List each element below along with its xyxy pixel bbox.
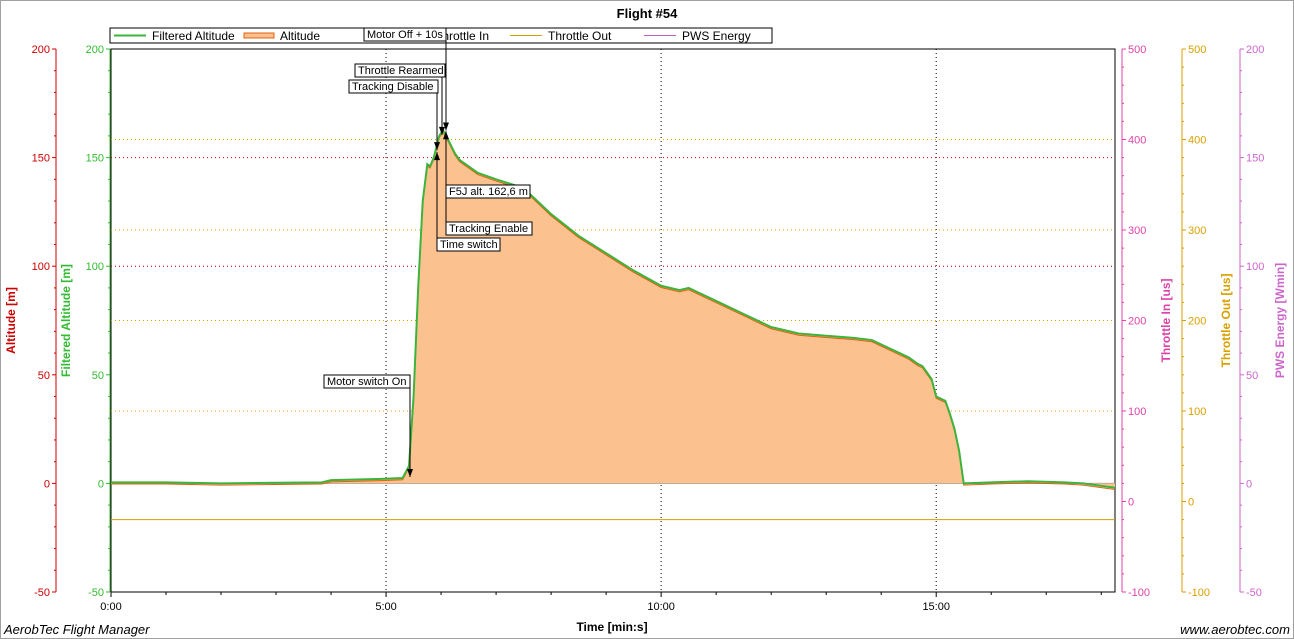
filtered_altitude-tick-label: 100 [86,261,104,273]
annotation-arrow [439,126,445,135]
throttle_in-tick-label: 100 [1128,406,1146,418]
altitude-tick-label: 0 [44,478,50,490]
annotation-label: Throttle Rearmed [358,65,444,77]
pws_energy-tick-label: 100 [1246,261,1264,273]
altitude-tick-label: 100 [32,261,50,273]
filtered_altitude-tick-label: 0 [98,478,104,490]
throttle_out-axis-label: Throttle Out [us] [1219,274,1233,368]
pws_energy-axis-label: PWS Energy [Wmin] [1273,263,1287,378]
throttle_in-tick-label: 400 [1128,135,1146,147]
annotation-arrow [443,122,449,131]
throttle_out-tick-label: 400 [1188,135,1206,147]
legend-swatch-altitude [243,32,275,39]
x-tick-label: 10:00 [647,601,675,613]
footer-app-name: AerobTec Flight Manager [4,622,150,637]
altitude-tick-label: 200 [32,44,50,56]
annotation-label: Time switch [440,239,498,251]
x-tick-label: 15:00 [922,601,950,613]
annotation-label: Tracking Enable [449,223,528,235]
altitude-area-fill [111,130,1115,488]
legend-label: Filtered Altitude [152,29,235,43]
annotation-arrow [434,152,440,161]
filtered_altitude-axis-label: Filtered Altitude [m] [59,264,73,377]
throttle_in-tick-label: 300 [1128,225,1146,237]
annotation-label: Tracking Disable [352,81,434,93]
throttle_out-tick-label: 100 [1188,406,1206,418]
throttle_in-tick-label: 200 [1128,316,1146,328]
altitude-tick-label: 150 [32,153,50,165]
x-axis-label: Time [min:s] [576,620,647,634]
filtered_altitude-tick-label: 200 [86,44,104,56]
throttle_out-tick-label: -100 [1188,587,1210,599]
throttle_in-tick-label: 500 [1128,44,1146,56]
altitude-axis-label: Altitude [m] [4,287,18,354]
altitude-tick-label: -50 [34,587,50,599]
pws_energy-tick-label: 200 [1246,44,1264,56]
filtered_altitude-tick-label: 50 [92,370,104,382]
pws_energy-tick-label: 50 [1246,370,1258,382]
annotation-arrow [443,131,449,140]
filtered_altitude-tick-label: 150 [86,153,104,165]
axes-layer: -50 0 50 100 150 200 Altitude [m] -50 0 50 100 150 2… [4,44,1287,613]
annotation-arrow [407,468,413,477]
throttle_out-tick-label: 300 [1188,225,1206,237]
throttle_in-tick-label: -100 [1128,587,1150,599]
annotation-box [445,221,533,236]
throttle_out-tick-label: 500 [1188,44,1206,56]
x-tick-label: 0:00 [100,601,121,613]
legend-label: Altitude [280,29,320,43]
annotation-arrow [434,142,440,151]
annotation-box [363,27,447,42]
annotation-label: Motor switch On [327,376,406,388]
annotation-box [348,79,439,94]
altitude-tick-label: 50 [38,370,50,382]
annotation-box [436,237,501,252]
pws_energy-tick-label: -50 [1246,587,1262,599]
chart-title: Flight #54 [617,6,678,21]
pws_energy-tick-label: 150 [1246,153,1264,165]
throttle_in-tick-label: 0 [1128,497,1134,509]
filtered_altitude-tick-label: -50 [88,587,104,599]
annotations-layer: Motor switch On Tracking Disable Throttle … [323,27,533,477]
legend-label: Throttle Out [548,29,612,43]
legend-label: PWS Energy [682,29,751,43]
throttle_out-tick-label: 0 [1188,497,1194,509]
legend-label: Throttle In [435,29,489,43]
throttle_out-tick-label: 200 [1188,316,1206,328]
annotation-box [323,374,411,389]
pws_energy-tick-label: 0 [1246,478,1252,490]
footer-url[interactable]: www.aerobtec.com [1180,622,1290,637]
x-tick-label: 5:00 [375,601,396,613]
series-filtered-altitude [111,128,1116,489]
annotation-box [354,63,446,78]
series-layer [111,128,1116,521]
annotation-label: F5J alt. 162,6 m [449,186,528,198]
annotation-label: Motor Off + 10s [367,29,443,41]
throttle_in-axis-label: Throttle In [us] [1159,279,1173,363]
